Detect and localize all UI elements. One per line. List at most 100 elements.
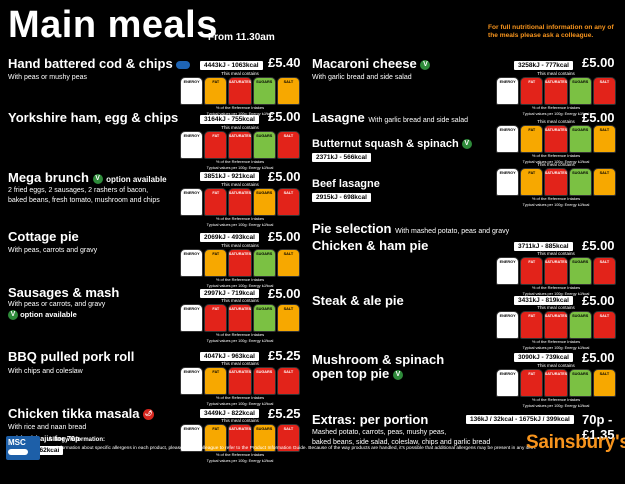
nutrient-cell-saturates: SATURATES [544, 77, 568, 105]
nutrition-label: This meal contains ENERGY FAT SATURATES SUGA… [180, 125, 301, 171]
nutrient-cell-sugars: SUGARS [568, 125, 592, 153]
label-header: This meal contains [537, 162, 575, 167]
nutrient-cell-fat: FAT [520, 311, 544, 339]
item-name: Pie selection With mashed potato, peas a… [312, 221, 510, 236]
label-reference: % of the Reference Intakes [215, 105, 265, 110]
nutrient-cell-saturates: SATURATES [228, 367, 252, 395]
item-price: £5.00 [268, 169, 301, 184]
label-typical: Typical values per 100g: Energy kJ/kcal [522, 404, 590, 408]
item-name: Extras: per portion [312, 412, 429, 427]
item-name: Cottage pie [8, 229, 79, 244]
nutrition-label: This meal contains ENERGY FAT SATURATES SUGA… [496, 162, 617, 208]
label-reference: % of the Reference Intakes [531, 196, 581, 201]
calorie-badge: 2997kJ - 719kcal [200, 289, 259, 298]
vegetarian-icon: V [392, 369, 403, 380]
nutrient-cell-energy: ENERGY [180, 249, 204, 277]
nutrient-cell-sugars: SUGARS [568, 168, 592, 196]
item-name: Beef lasagne [312, 178, 380, 190]
label-reference: % of the Reference Intakes [531, 397, 581, 402]
item-description: With peas or carrots, and gravy [8, 301, 106, 308]
label-typical: Typical values per 100g: Energy kJ/kcal [522, 292, 590, 296]
nutrient-cell-energy: ENERGY [496, 311, 520, 339]
item-description: Mashed potato, carrots, peas, mushy peas… [312, 429, 447, 436]
calorie-badge: 2371kJ - 566kcal [312, 153, 371, 162]
nutrient-cell-energy: ENERGY [496, 168, 520, 196]
nutrient-cell-saturates: SATURATES [228, 424, 252, 452]
nutrient-cell-fat: FAT [520, 257, 544, 285]
nutrient-cell-energy: ENERGY [180, 304, 204, 332]
vegetarian-icon: V [92, 173, 103, 184]
nutrition-label: This meal contains ENERGY FAT SATURATES SUGA… [180, 361, 301, 407]
item-name-line2: open top pie V [312, 366, 403, 381]
nutrient-cell-energy: ENERGY [496, 369, 520, 397]
calorie-badge: 2069kJ - 493kcal [200, 233, 259, 242]
extra-option: Add 2 bhajis for 70p [8, 434, 80, 443]
vegetarian-option: V option available [8, 310, 77, 321]
nutrition-label: This meal contains ENERGY FAT SATURATES SUGA… [496, 71, 617, 117]
item-name: Chicken & ham pie [312, 238, 429, 253]
serving-time: From 11.30am [208, 32, 275, 43]
item-description: With peas or mushy peas [8, 74, 87, 81]
calorie-badge: 2915kJ - 698kcal [312, 193, 371, 202]
item-description: With peas, carrots and gravy [8, 247, 98, 254]
nutrient-cell-fat: FAT [204, 249, 228, 277]
label-typical: Typical values per 100g: Energy kJ/kcal [206, 339, 274, 343]
label-typical: Typical values per 100g: Energy kJ/kcal [522, 112, 590, 116]
label-typical: Typical values per 100g: Energy kJ/kcal [522, 203, 590, 207]
msc-fish-icon [175, 60, 190, 69]
label-reference: % of the Reference Intakes [215, 395, 265, 400]
item-name: Sausages & mash [8, 285, 120, 300]
label-header: This meal contains [221, 71, 259, 76]
nutrient-cell-sugars: SUGARS [568, 369, 592, 397]
calorie-badge: 4443kJ - 1063kcal [200, 61, 263, 70]
item-price: £5.00 [268, 109, 301, 124]
label-typical: Typical values per 100g: Energy kJ/kcal [206, 402, 274, 406]
fish-icon [8, 449, 28, 455]
label-reference: % of the Reference Intakes [215, 216, 265, 221]
item-name: Chicken tikka masala 🌶 [8, 406, 155, 421]
nutrient-cell-sugars: SUGARS [252, 304, 276, 332]
calorie-badge: 136kJ / 32kcal - 1675kJ / 399kcal [466, 415, 574, 424]
label-header: This meal contains [537, 363, 575, 368]
item-name: Yorkshire ham, egg & chips [8, 110, 179, 125]
item-description: baked beans, side salad, coleslaw, chips… [312, 439, 491, 446]
nutrition-label: This meal contains ENERGY FAT SATURATES SUGA… [180, 243, 301, 289]
label-typical: Typical values per 100g: Energy kJ/kcal [206, 459, 274, 463]
nutrient-cell-fat: FAT [204, 131, 228, 159]
calorie-badge: 3851kJ - 921kcal [200, 172, 259, 181]
nutrient-cell-fat: FAT [520, 168, 544, 196]
vegetarian-icon: V [8, 310, 18, 321]
item-price: £5.25 [268, 406, 301, 421]
nutrient-cell-salt: SALT [592, 125, 617, 153]
item-name: Butternut squash & spinach V [312, 138, 472, 150]
nutrient-cell-fat: FAT [204, 367, 228, 395]
nutrient-cell-energy: ENERGY [180, 188, 204, 216]
nutrient-cell-energy: ENERGY [180, 77, 204, 105]
item-name: Mushroom & spinach [312, 352, 445, 367]
label-header: This meal contains [221, 243, 259, 248]
item-name: Steak & ale pie [312, 293, 404, 308]
nutrient-cell-sugars: SUGARS [252, 424, 276, 452]
nutrition-notice: For full nutritional information on any … [488, 24, 614, 40]
item-description: With rice and naan bread [8, 424, 87, 431]
nutrient-cell-sugars: SUGARS [568, 257, 592, 285]
nutrient-cell-fat: FAT [204, 424, 228, 452]
label-header: This meal contains [537, 305, 575, 310]
label-header: This meal contains [221, 298, 259, 303]
item-name: Hand battered cod & chips [8, 56, 190, 71]
item-price: £5.00 [268, 286, 301, 301]
nutrient-cell-salt: SALT [276, 424, 301, 452]
nutrient-cell-fat: FAT [520, 369, 544, 397]
nutrient-cell-saturates: SATURATES [544, 168, 568, 196]
item-price: £5.40 [268, 55, 301, 70]
nutrient-cell-saturates: SATURATES [544, 311, 568, 339]
nutrient-cell-energy: ENERGY [496, 77, 520, 105]
item-name: Mega brunch V option available [8, 170, 167, 185]
label-typical: Typical values per 100g: Energy kJ/kcal [522, 346, 590, 350]
vegetarian-icon: V [420, 59, 431, 70]
nutrient-cell-saturates: SATURATES [228, 188, 252, 216]
nutrient-cell-energy: ENERGY [180, 424, 204, 452]
label-reference: % of the Reference Intakes [215, 277, 265, 282]
label-header: This meal contains [221, 125, 259, 130]
nutrient-cell-salt: SALT [276, 304, 301, 332]
